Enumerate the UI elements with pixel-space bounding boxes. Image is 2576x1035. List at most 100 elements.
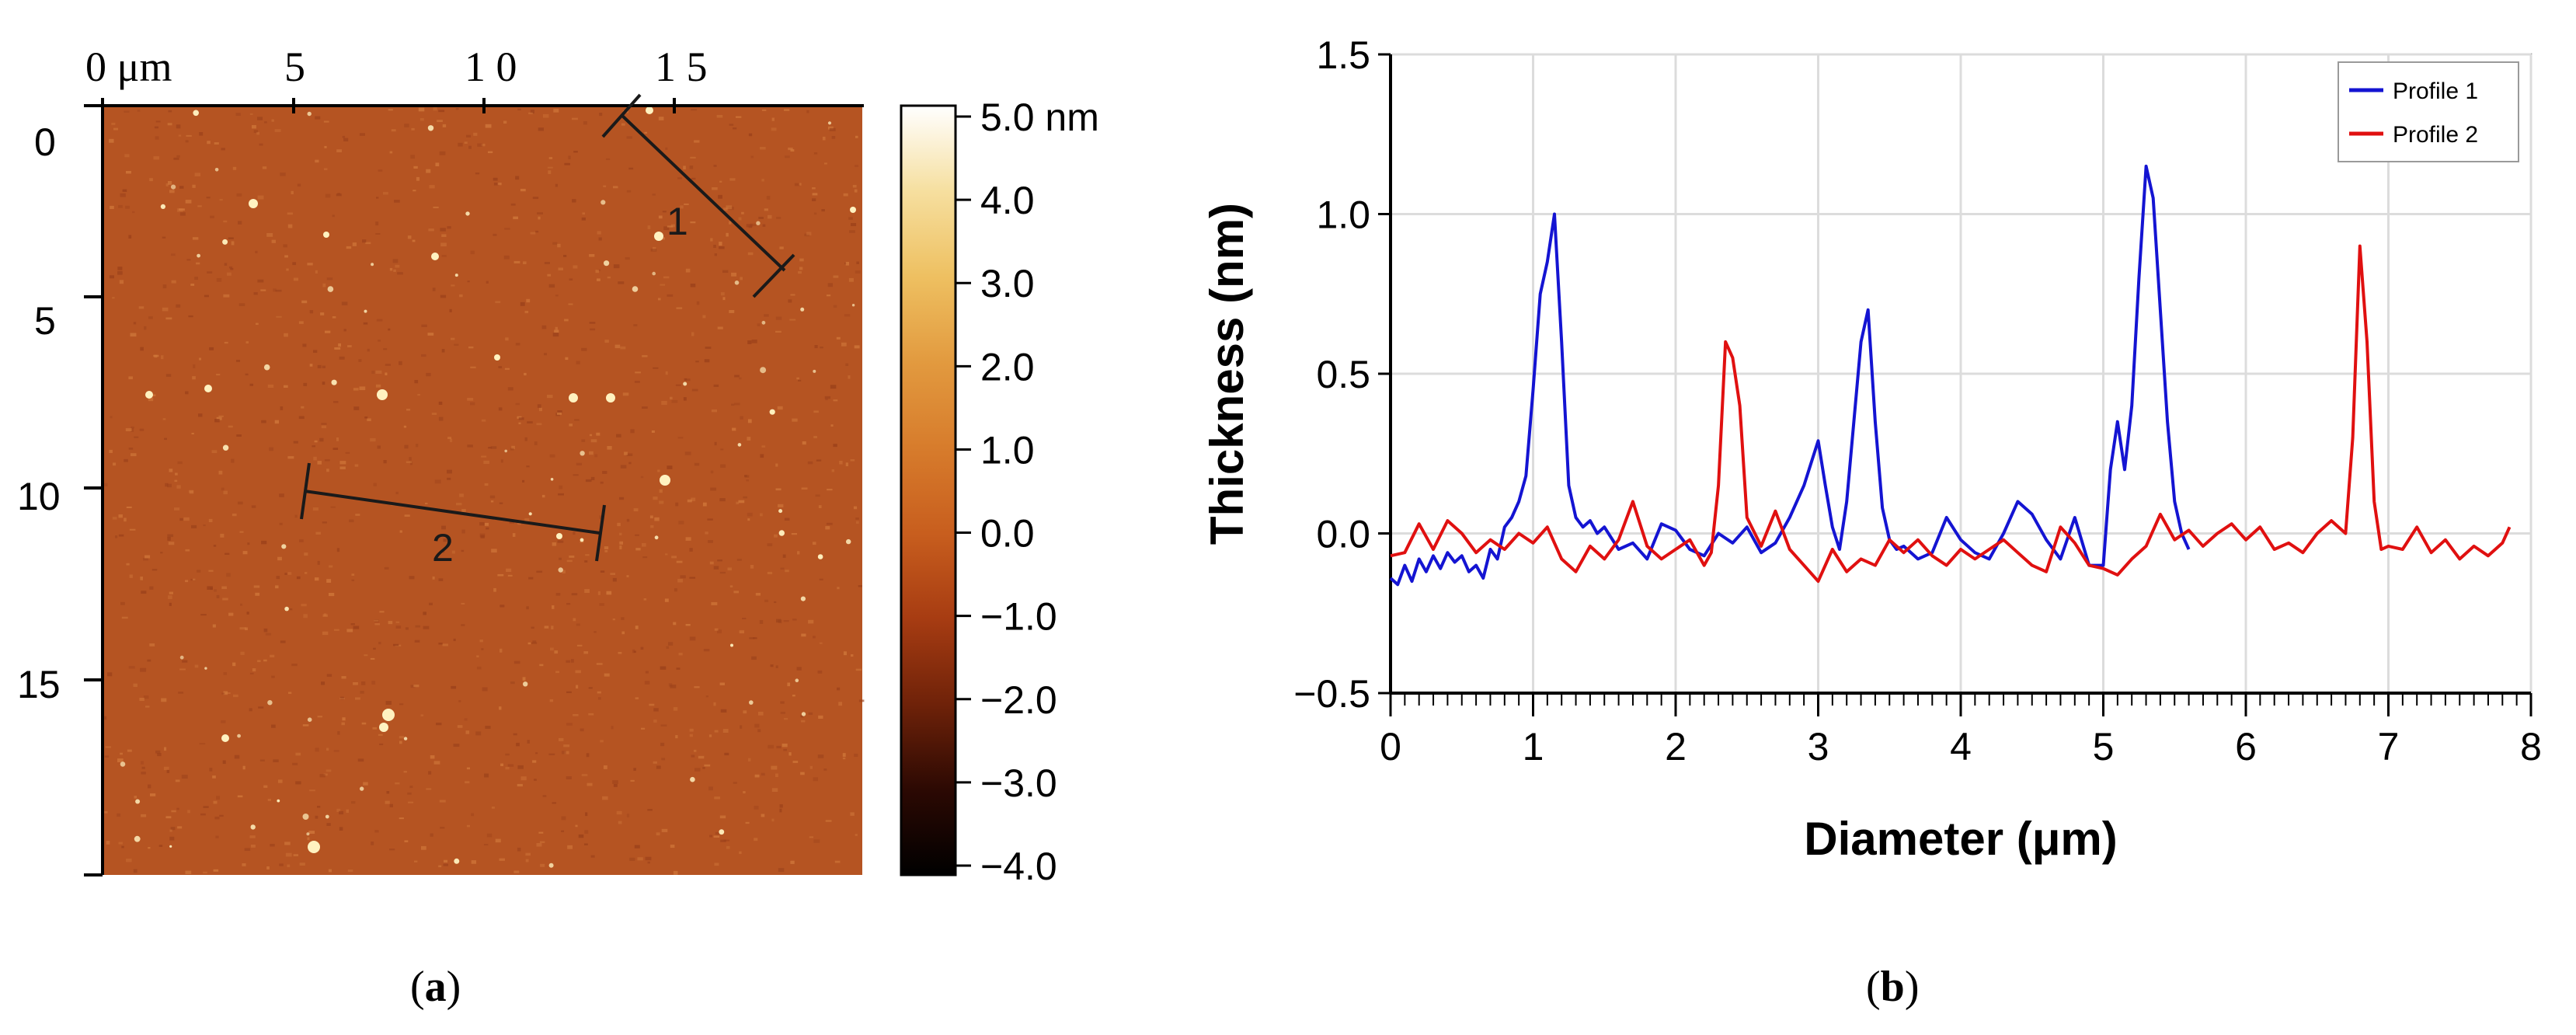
afm-texture-speck	[667, 294, 674, 297]
caption-b-open: (	[1866, 963, 1881, 1011]
afm-texture-speck	[582, 212, 586, 215]
afm-texture-speck	[796, 377, 799, 380]
afm-texture-speck	[379, 743, 384, 745]
afm-texture-speck	[385, 364, 391, 366]
afm-texture-speck	[144, 326, 147, 330]
afm-texture-speck	[723, 207, 728, 211]
afm-texture-speck	[839, 461, 843, 465]
afm-texture-speck	[600, 570, 605, 573]
afm-texture-speck	[165, 816, 172, 819]
afm-texture-speck	[717, 326, 723, 329]
afm-texture-speck	[447, 226, 451, 229]
afm-texture-speck	[744, 475, 747, 477]
series-line-profile-2	[1390, 244, 2512, 584]
caption-b-letter: b	[1880, 963, 1905, 1011]
afm-particle	[800, 307, 805, 312]
afm-texture-speck	[284, 333, 288, 337]
afm-texture-speck	[600, 481, 604, 484]
afm-particle	[528, 512, 532, 516]
afm-particle	[284, 606, 289, 612]
afm-texture-speck	[355, 697, 360, 700]
afm-particle	[756, 221, 761, 225]
afm-texture-speck	[575, 824, 578, 828]
afm-texture-speck	[148, 316, 153, 319]
colorbar-label: −3.0	[980, 761, 1057, 805]
afm-particle	[160, 204, 165, 209]
profile-line-2	[300, 462, 606, 562]
afm-texture-speck	[192, 376, 196, 380]
afm-texture-speck	[526, 465, 530, 468]
afm-texture-speck	[467, 398, 474, 401]
afm-texture-speck	[237, 795, 243, 798]
afm-texture-speck	[275, 585, 279, 589]
afm-texture-speck	[276, 315, 282, 318]
afm-texture-speck	[317, 461, 322, 465]
afm-texture-speck	[468, 346, 474, 349]
afm-texture-speck	[451, 550, 455, 554]
afm-texture-speck	[169, 829, 172, 832]
afm-texture-speck	[465, 781, 470, 784]
afm-texture-speck	[399, 361, 402, 365]
afm-texture-speck	[178, 134, 182, 137]
afm-texture-speck	[653, 497, 658, 500]
afm-texture-speck	[742, 618, 747, 620]
afm-texture-speck	[694, 749, 697, 752]
afm-texture-speck	[357, 758, 364, 762]
afm-texture-speck	[848, 375, 851, 379]
afm-particle	[120, 761, 126, 767]
afm-texture-speck	[572, 117, 578, 120]
afm-texture-speck	[377, 445, 381, 449]
afm-top-label-10: 1 0	[465, 44, 517, 90]
afm-texture-speck	[660, 724, 667, 727]
afm-texture-speck	[676, 307, 683, 309]
afm-texture-speck	[565, 357, 569, 361]
afm-texture-speck	[171, 280, 176, 284]
afm-texture-speck	[581, 439, 586, 442]
afm-texture-speck	[416, 176, 420, 181]
afm-texture-speck	[843, 651, 848, 656]
afm-texture-speck	[616, 810, 622, 815]
afm-texture-speck	[820, 347, 823, 349]
afm-texture-speck	[653, 367, 659, 369]
afm-texture-speck	[585, 479, 592, 483]
afm-texture-speck	[467, 281, 470, 283]
afm-texture-speck	[173, 157, 179, 160]
afm-texture-speck	[548, 170, 552, 174]
afm-texture-speck	[557, 243, 561, 248]
afm-texture-speck	[143, 558, 148, 561]
afm-texture-speck	[819, 642, 823, 644]
afm-texture-speck	[371, 371, 375, 375]
afm-texture-speck	[253, 130, 259, 133]
afm-texture-speck	[104, 483, 108, 486]
afm-texture-speck	[711, 601, 718, 605]
afm-particle	[250, 824, 256, 830]
afm-texture-speck	[530, 232, 536, 235]
afm-texture-speck	[740, 725, 743, 729]
afm-texture-speck	[322, 521, 327, 524]
afm-texture-speck	[383, 460, 387, 464]
afm-texture-speck	[704, 764, 711, 767]
afm-texture-speck	[673, 707, 678, 711]
afm-texture-speck	[288, 692, 292, 694]
afm-texture-speck	[449, 308, 452, 312]
afm-texture-speck	[298, 416, 305, 420]
profile-line-1-label: 1	[667, 200, 688, 243]
afm-texture-speck	[385, 701, 392, 705]
caption-a-close: )	[446, 963, 461, 1011]
afm-particle	[548, 862, 554, 868]
afm-texture-speck	[775, 463, 778, 467]
afm-texture-speck	[739, 851, 742, 855]
afm-texture-speck	[224, 341, 228, 344]
afm-texture-speck	[747, 512, 753, 517]
afm-texture-speck	[527, 421, 533, 423]
afm-texture-speck	[115, 535, 118, 538]
afm-texture-speck	[432, 288, 436, 291]
afm-texture-speck	[536, 570, 543, 573]
afm-texture-speck	[851, 223, 857, 227]
afm-texture-speck	[234, 754, 240, 759]
afm-texture-speck	[413, 685, 419, 688]
afm-texture-speck	[802, 441, 806, 445]
afm-texture-speck	[255, 592, 260, 596]
afm-texture-speck	[798, 379, 802, 382]
afm-texture-speck	[842, 757, 846, 760]
